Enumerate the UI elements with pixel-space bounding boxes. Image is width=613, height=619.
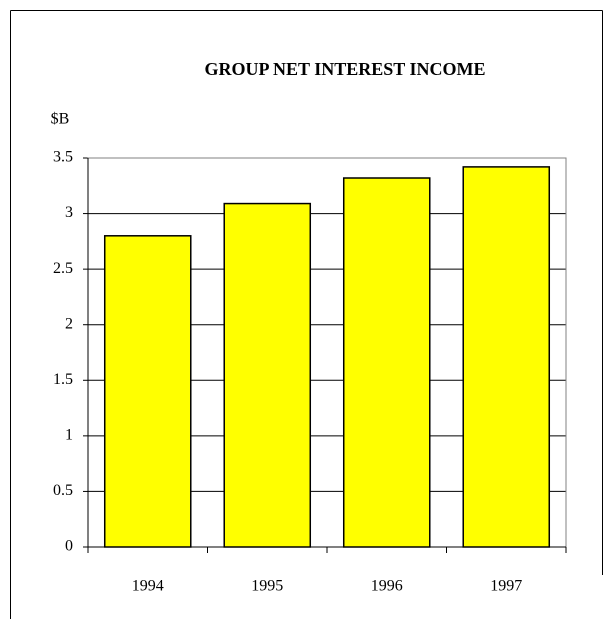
y-tick-label: 1 [65, 427, 73, 444]
y-tick-label: 2.5 [53, 260, 73, 277]
y-tick-label: 3.5 [53, 149, 73, 166]
bar [223, 202, 312, 548]
chart-title: GROUP NET INTEREST INCOME [205, 59, 486, 79]
y-tick-label: 3 [65, 204, 73, 221]
x-tick-label: 1996 [371, 578, 403, 595]
y-tick-label: 2 [65, 315, 73, 332]
x-tick-label: 1995 [251, 578, 283, 595]
y-axis-label: $B [51, 111, 70, 128]
y-tick-label: 0.5 [53, 482, 73, 499]
bar [342, 177, 431, 548]
x-tick-label: 1994 [132, 578, 164, 595]
bar [462, 166, 551, 548]
x-tick-label: 1997 [490, 578, 522, 595]
bar [103, 235, 192, 548]
y-tick-label: 0 [65, 538, 73, 555]
y-tick-label: 1.5 [53, 371, 73, 388]
